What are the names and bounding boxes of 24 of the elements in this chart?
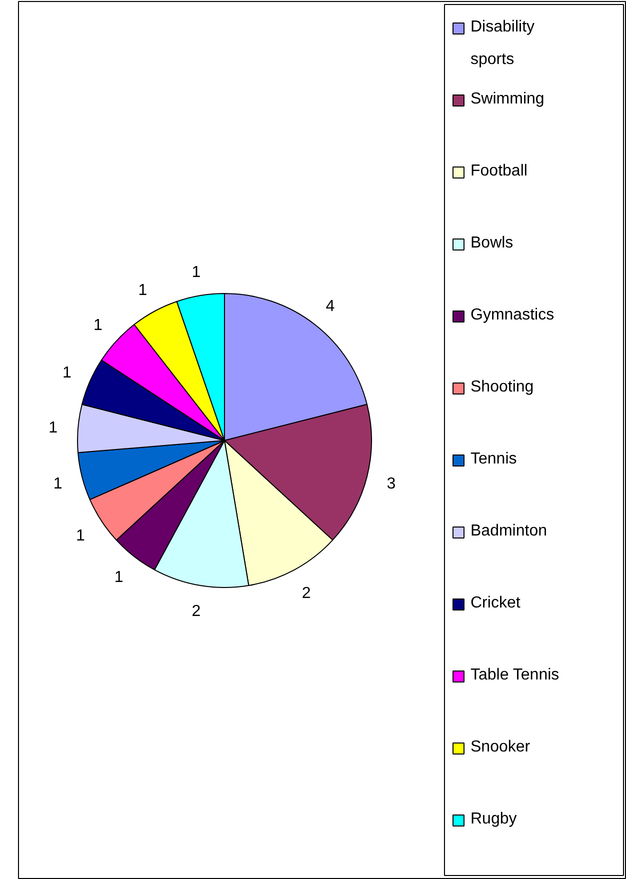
- data-label: 1: [53, 476, 62, 493]
- data-label: 2: [302, 584, 311, 602]
- legend-label: Cricket: [470, 594, 521, 612]
- legend-label: Swimming: [470, 90, 544, 108]
- data-label: 1: [62, 364, 72, 382]
- legend-label: Snooker: [470, 738, 531, 756]
- data-label: 4: [326, 298, 335, 315]
- legend-label: Shooting: [470, 378, 534, 396]
- data-label: 1: [48, 419, 58, 436]
- data-label: 1: [76, 528, 86, 545]
- legend-label: Bowls: [470, 234, 514, 252]
- data-label: 1: [138, 282, 148, 300]
- legend-label: Badminton: [470, 522, 547, 540]
- legend-label: Football: [470, 162, 528, 180]
- data-label: 3: [386, 476, 396, 493]
- legend-label: Gymnastics: [470, 306, 554, 324]
- legend-label: Tennis: [470, 450, 517, 468]
- data-label: 1: [192, 264, 201, 281]
- data-label: 1: [94, 317, 103, 334]
- data-label: 2: [192, 603, 201, 620]
- data-label: 1: [114, 569, 124, 586]
- legend-label: Disability sports: [470, 18, 535, 68]
- legend-label: Rugby: [470, 810, 517, 828]
- legend-label: Table Tennis: [470, 666, 560, 684]
